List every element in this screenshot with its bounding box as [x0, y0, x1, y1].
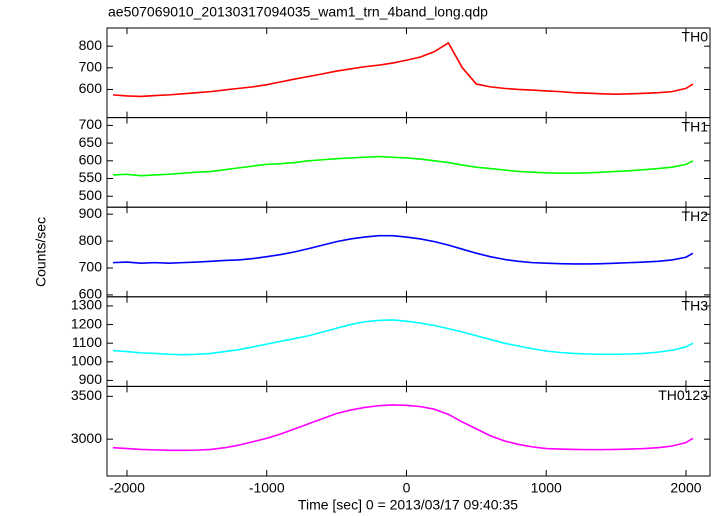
y-tick-label: 3500	[71, 387, 102, 403]
panel-label: TH2	[682, 208, 709, 224]
y-tick-label: 900	[79, 205, 103, 221]
y-axis-label: Counts/sec	[33, 217, 49, 287]
y-tick-label: 800	[79, 232, 103, 248]
x-tick-label: 0	[403, 480, 411, 496]
data-line	[112, 319, 694, 356]
y-tick-label: 1200	[71, 315, 102, 331]
y-tick-label: 700	[79, 59, 103, 75]
y-tick-label: 1100	[72, 334, 102, 350]
panel-frame	[106, 296, 711, 387]
data-line	[112, 234, 694, 265]
data-line	[112, 404, 694, 452]
y-tick-label: 500	[79, 187, 103, 203]
y-tick-label: 900	[79, 371, 103, 387]
y-tick-label: 700	[79, 259, 103, 275]
panel-label: TH0	[682, 29, 709, 45]
data-line	[112, 42, 694, 98]
panel-frame	[106, 117, 711, 208]
panel-frame	[106, 206, 711, 298]
panel-label: TH3	[682, 298, 709, 314]
y-tick-label: 650	[79, 134, 103, 150]
y-tick-label: 800	[79, 37, 103, 53]
x-axis-label: Time [sec] 0 = 2013/03/17 09:40:35	[298, 497, 518, 513]
panel-label: TH0123	[658, 387, 708, 403]
y-tick-label: 550	[79, 169, 103, 185]
x-tick-label: 2000	[670, 480, 701, 496]
y-tick-label: 600	[79, 80, 103, 96]
y-tick-label: 600	[79, 152, 103, 168]
chart-title: ae507069010_20130317094035_wam1_trn_4ban…	[108, 4, 488, 20]
x-tick-label: -2000	[109, 480, 145, 496]
y-tick-label: 1000	[71, 353, 102, 369]
y-tick-label: 600	[79, 286, 103, 302]
x-tick-label: 1000	[531, 480, 562, 496]
panel-frame	[106, 27, 711, 119]
y-tick-label: 700	[79, 116, 103, 132]
y-tick-label: 3000	[71, 430, 102, 446]
data-line	[112, 155, 694, 177]
panel-frame	[106, 385, 711, 477]
y-tick-label: 1300	[71, 297, 102, 313]
x-tick-label: -1000	[249, 480, 285, 496]
panel-label: TH1	[682, 118, 709, 134]
